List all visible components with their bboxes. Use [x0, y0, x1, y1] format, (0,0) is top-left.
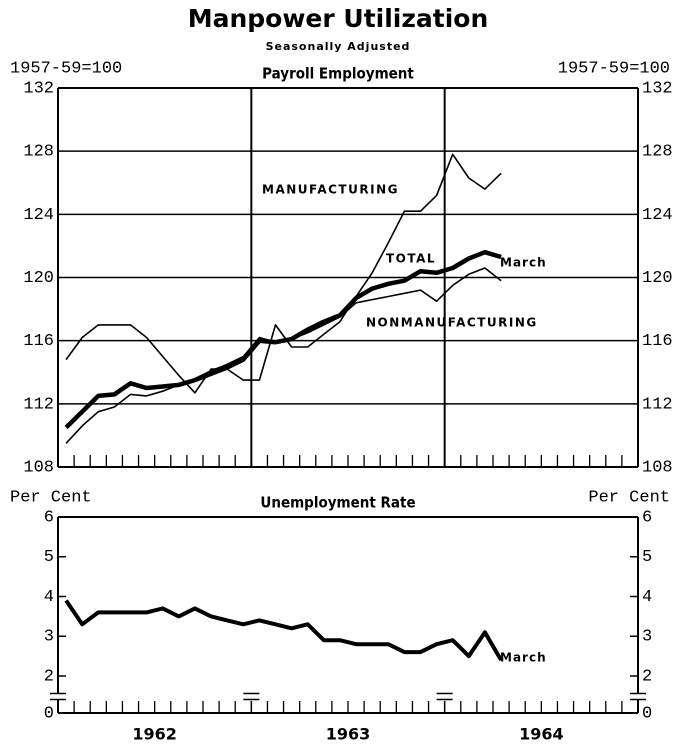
series-line	[64, 599, 503, 662]
chart-title: Manpower Utilization	[188, 4, 489, 33]
y2-tick-label: 2	[642, 667, 652, 686]
chart-subtitle: Seasonally Adjusted	[266, 40, 411, 53]
y-axis-label: Per Cent	[10, 488, 92, 507]
y-tick-label: 112	[23, 395, 54, 414]
axis-break-gap	[630, 693, 646, 700]
y-tick-label: 124	[23, 206, 54, 225]
y-tick-label: 116	[23, 332, 54, 351]
y-tick-label: 3	[44, 628, 54, 647]
y-tick-label: 120	[23, 269, 54, 288]
panel-title: Payroll Employment	[262, 65, 414, 83]
y-tick-label: 108	[23, 458, 54, 477]
y-tick-label: 5	[44, 548, 54, 567]
series-label: TOTAL	[386, 252, 436, 266]
x-tick-label: 1964	[519, 725, 564, 744]
y2-tick-label: 0	[642, 704, 652, 723]
panel-title: Unemployment Rate	[260, 494, 415, 512]
y2-tick-label: 108	[642, 458, 673, 477]
x-tick-label: 1962	[132, 725, 177, 744]
axis-break-gap	[50, 693, 66, 700]
series-label: MANUFACTURING	[262, 183, 399, 197]
y2-tick-label: 6	[642, 508, 652, 527]
y2-axis-label: 1957-59=100	[558, 59, 670, 78]
y2-tick-label: 120	[642, 269, 673, 288]
y2-tick-label: 3	[642, 628, 652, 647]
y2-tick-label: 112	[642, 395, 673, 414]
y-tick-label: 6	[44, 508, 54, 527]
y-axis-label: 1957-59=100	[10, 59, 122, 78]
annotation: March	[500, 651, 547, 665]
series-line	[65, 267, 502, 444]
y2-tick-label: 5	[642, 548, 652, 567]
series-line	[65, 153, 502, 394]
axis-break-gap	[436, 693, 453, 700]
axis-break-gap	[243, 693, 260, 700]
y2-tick-label: 128	[642, 143, 673, 162]
y2-axis-label: Per Cent	[588, 488, 670, 507]
y-tick-label: 4	[44, 588, 54, 607]
y2-tick-label: 4	[642, 588, 652, 607]
y-tick-label: 2	[44, 667, 54, 686]
y-tick-label: 132	[23, 79, 54, 98]
annotation: March	[500, 256, 547, 270]
y-tick-label: 0	[44, 704, 54, 723]
x-tick-label: 1963	[326, 725, 371, 744]
y-tick-label: 128	[23, 143, 54, 162]
y2-tick-label: 132	[642, 79, 673, 98]
series-label: NONMANUFACTURING	[366, 316, 538, 330]
y2-tick-label: 116	[642, 332, 673, 351]
y2-tick-label: 124	[642, 206, 673, 225]
